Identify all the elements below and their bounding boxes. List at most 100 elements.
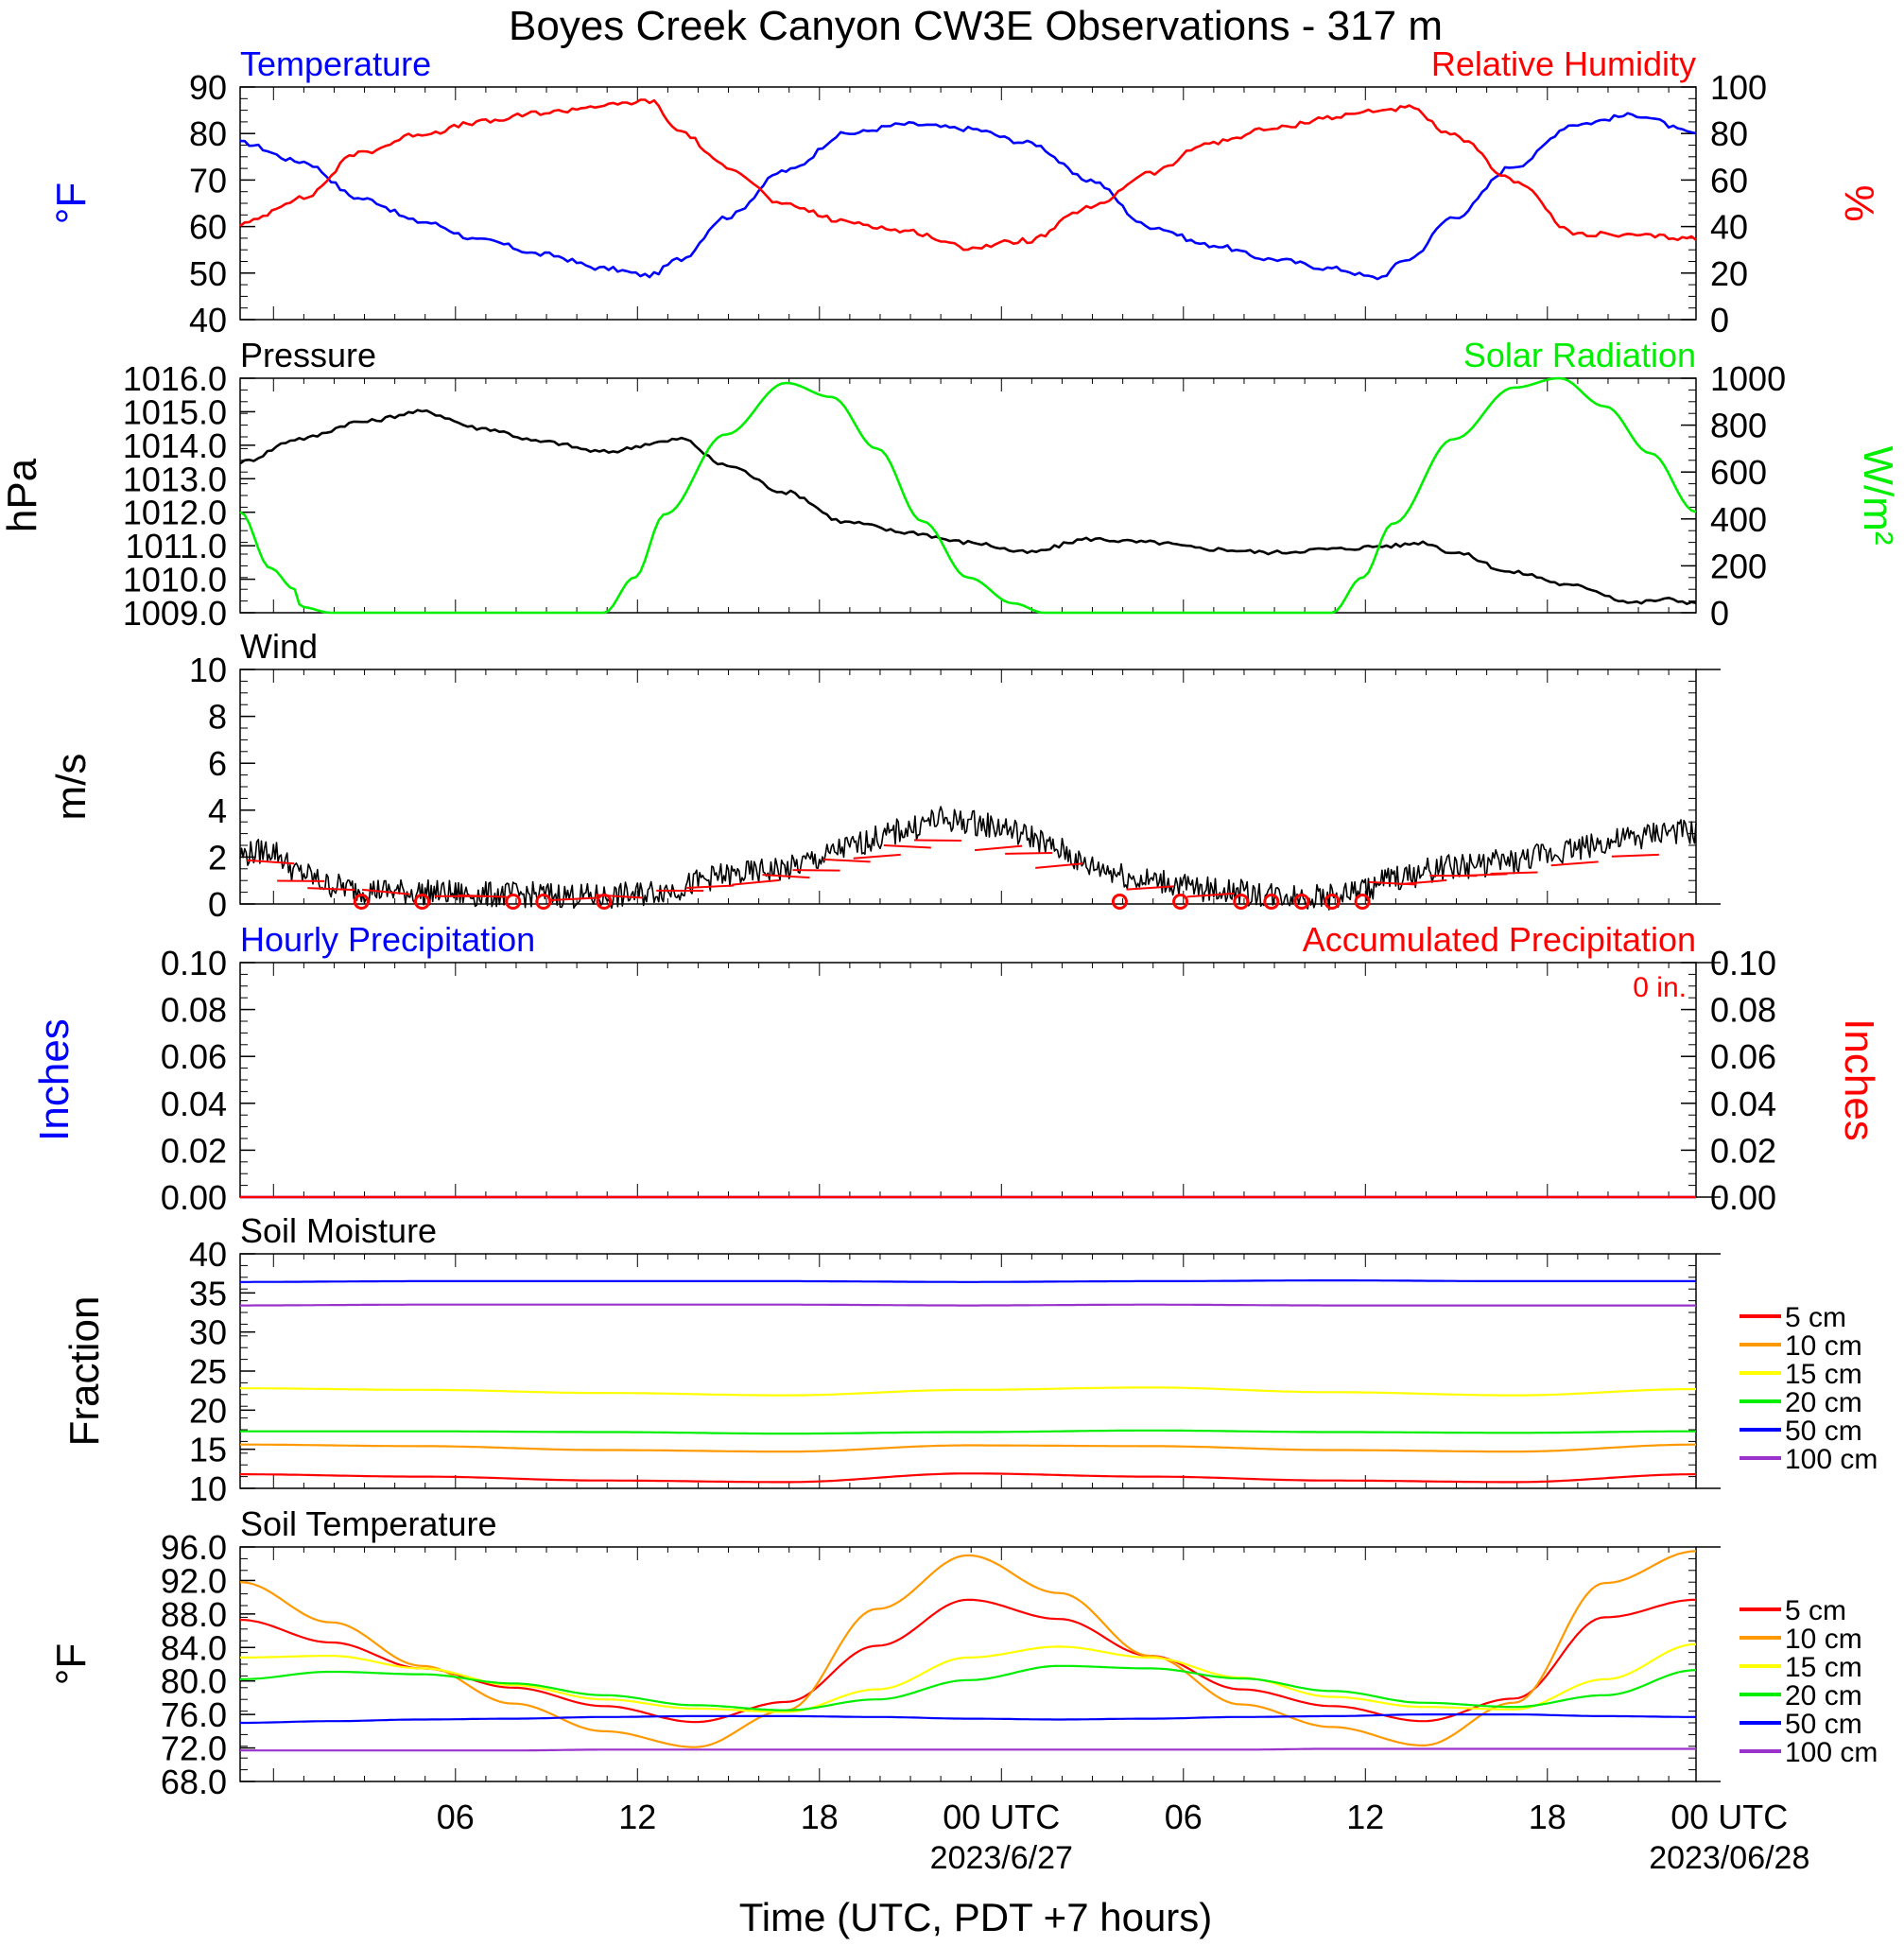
y-tick-label-right: 400 [1710,500,1767,539]
series-line-5-cm [240,1472,1696,1484]
x-tick-label: 12 [618,1798,656,1836]
y-tick-label-left: 76.0 [161,1695,227,1734]
panel-title-right: Relative Humidity [1431,44,1696,83]
y-tick-label-left: 50 [189,254,227,293]
y-tick-label-left: 1015.0 [123,392,227,431]
panel-title-left: Hourly Precipitation [240,920,535,959]
wind-barb [732,878,780,886]
wind-barb [459,894,507,898]
y-tick-label-left: 0.06 [161,1037,227,1076]
y-tick-label-left: 72.0 [161,1729,227,1768]
y-tick-label-left: 0.04 [161,1085,227,1123]
y-axis-label-left: m/s [48,754,95,821]
y-tick-label-left: 80.0 [161,1662,227,1701]
y-tick-label-left: 84.0 [161,1628,227,1667]
y-tick-label-left: 8 [208,698,227,737]
series-line-15-cm [240,1386,1696,1397]
y-tick-label-left: 0.02 [161,1131,227,1170]
wind-barb [1399,878,1447,886]
wind-barb [1490,871,1538,876]
y-tick-label-left: 6 [208,744,227,783]
y-tick-label-right: 100 [1710,68,1767,107]
calm-wind-marker [1111,894,1128,911]
legend-label: 15 cm [1785,1652,1862,1683]
legend-label: 20 cm [1785,1680,1862,1711]
legend-label: 100 cm [1785,1737,1878,1768]
wind-barb [247,859,295,865]
y-tick-label-left: 40 [189,301,227,339]
x-tick-label: 00 UTC [943,1798,1060,1836]
calm-wind-marker [1324,894,1341,911]
y-tick-label-right: 600 [1710,453,1767,492]
calm-wind-marker [535,894,552,911]
wind-barb [361,888,410,895]
x-tick-label: 12 [1346,1798,1384,1836]
y-tick-label-left: 15 [189,1431,227,1469]
wind-barb [883,844,931,849]
y-tick-label-left: 30 [189,1313,227,1352]
y-tick-label-left: 96.0 [161,1528,227,1567]
y-tick-label-left: 68.0 [161,1763,227,1801]
y-tick-label-left: 1010.0 [123,561,227,599]
panel-6: 96.092.088.084.080.076.072.068.0 Soil Tem… [48,1504,1878,1801]
wind-barb [307,887,355,892]
x-tick-label: 00 UTC [1670,1798,1788,1836]
series-line-20-cm [240,1429,1696,1435]
series-line-50-cm [240,1713,1696,1725]
legend-label: 20 cm [1785,1387,1862,1418]
legend-label: 50 cm [1785,1416,1862,1447]
series-line-50-cm [240,1279,1696,1283]
wind-barb [595,894,644,899]
y-tick-label-right: 0.08 [1710,991,1776,1030]
y-tick-label-left: 10 [189,1469,227,1508]
wind-barb [762,874,810,879]
calm-wind-marker [1354,894,1371,911]
series-line-100-cm [240,1303,1696,1307]
y-tick-label-left: 10 [189,651,227,689]
y-axis-label-left: °F [48,182,95,224]
y-tick-label-right: 200 [1710,547,1767,585]
y-tick-label-left: 1013.0 [123,460,227,498]
wind-barb [913,839,961,843]
legend-label: 5 cm [1785,1595,1846,1626]
y-tick-label-right: 80 [1710,114,1748,153]
y-tick-label-left: 0.10 [161,944,227,982]
y-tick-label-right: 0.04 [1710,1085,1776,1123]
wind-barb [1550,860,1599,867]
x-date-label: 2023/06/28 [1649,1840,1809,1876]
y-tick-label-right: 0 [1710,594,1729,633]
calm-wind-marker [414,894,430,911]
y-axis-label-right: % [1836,184,1882,221]
legend-label: 100 cm [1785,1444,1878,1475]
panel-title-left: Soil Moisture [240,1211,437,1250]
wind-barb [1035,862,1083,869]
panel-1: 90 80 70 60 50 40 100 80 60 40 20 0 Temperature Relat… [48,44,1882,339]
series-line-100-cm [240,1747,1696,1752]
calm-wind-marker [1263,894,1280,911]
y-tick-label-left: 1016.0 [123,359,227,398]
y-tick-label-right: 800 [1710,407,1767,445]
series-line-20-cm [240,1664,1697,1711]
y-tick-label-left: 1011.0 [126,527,227,565]
y-axis-label-right: Inches [1836,1018,1882,1141]
panel-title-left: Pressure [240,336,376,374]
y-axis-label-left: Fraction [61,1296,108,1447]
series-line-pressure [239,408,1697,605]
y-tick-label-left: 0.08 [161,991,227,1030]
panel-title-left: Wind [240,627,318,666]
y-tick-label-left: 90 [189,68,227,107]
y-tick-label-right: 60 [1710,161,1748,200]
y-tick-label-left: 0.00 [161,1178,227,1217]
y-axis-label-right: W/m² [1855,445,1901,545]
y-tick-label-right: 1000 [1710,359,1786,398]
chart-title: Boyes Creek Canyon CW3E Observations - 3… [509,3,1443,49]
series-line-relative-humidity [239,98,1697,252]
legend-label: 50 cm [1785,1709,1862,1740]
y-tick-label-left: 1012.0 [123,494,227,532]
panel-2: 1016.01015.01014.01013.01012.01011.01010… [0,336,1901,633]
panel-title-left: Temperature [240,44,431,83]
y-tick-label-right: 0 [1710,301,1729,339]
wind-barb [1126,885,1174,891]
